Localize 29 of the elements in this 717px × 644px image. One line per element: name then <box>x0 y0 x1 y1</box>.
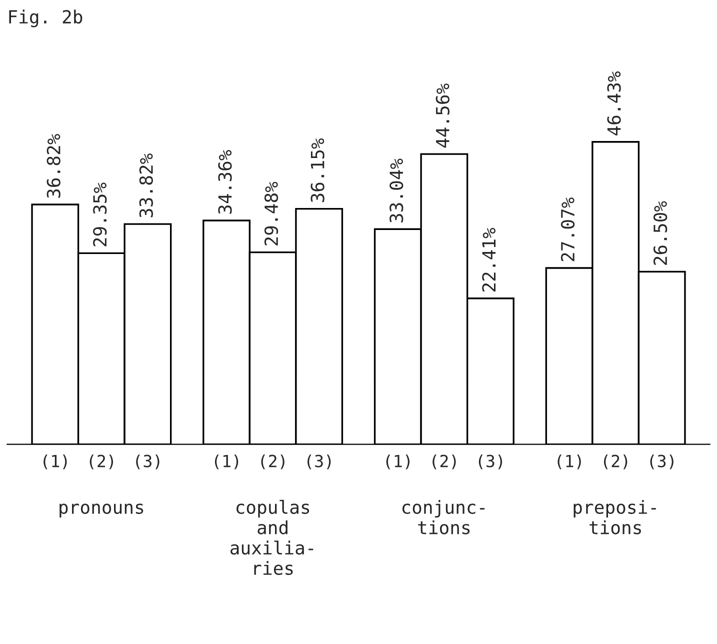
data-label: 34.36% <box>218 150 232 214</box>
text: (2) <box>432 454 456 470</box>
data-label: 33.82% <box>139 154 153 218</box>
x-tick-label: copulas and auxilia- ries <box>230 500 314 575</box>
text: (1) <box>558 454 581 470</box>
text: (1) <box>386 454 410 470</box>
text: (3) <box>650 454 674 470</box>
text: (2) <box>604 454 628 470</box>
data-label: 33.04% <box>390 158 404 222</box>
x-tick-label: conjunc- tions <box>402 500 485 534</box>
text: (3) <box>478 454 502 470</box>
data-label: 36.82% <box>46 134 60 198</box>
data-label: 27.07% <box>560 198 575 262</box>
data-label: 46.43% <box>607 71 621 136</box>
series-label: (1) <box>44 454 67 470</box>
data-label: 36.15% <box>310 138 324 202</box>
data-label: 29.35% <box>93 182 107 246</box>
text: (2) <box>261 454 284 470</box>
series-label: (3) <box>136 454 160 470</box>
data-label: 29.48% <box>264 182 278 246</box>
x-tick-label: pronouns <box>60 504 144 518</box>
data-label: 22.41% <box>482 228 496 292</box>
data-label: 26.50% <box>653 201 668 265</box>
chart-title: Fig. 2b <box>9 10 82 28</box>
text: (1) <box>214 454 238 470</box>
data-label: 44.56% <box>436 84 450 148</box>
series-label: (2) <box>90 454 114 470</box>
x-tick-label: preposi- tions <box>574 500 656 534</box>
text: (3) <box>308 454 331 470</box>
